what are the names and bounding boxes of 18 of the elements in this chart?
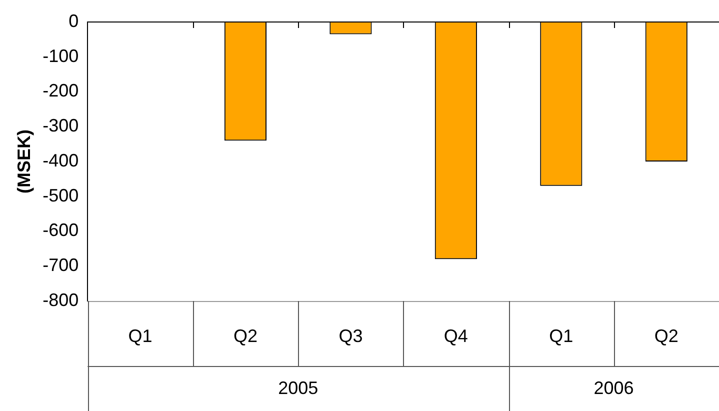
y-tick-label: -300 [42,116,79,136]
x-tick-label: Q2 [233,326,258,346]
text: 2005 [278,378,318,398]
y-tick-label: -800 [42,290,79,310]
y-axis-title: (MSEK) [14,130,34,194]
x-tick-label: Q1 [128,326,152,346]
text: 2006 [594,378,634,398]
y-tick-label: -100 [42,46,79,66]
y-tick-label: -600 [42,220,79,240]
y-tick-label: -700 [42,255,79,276]
y-tick-label: -200 [42,80,79,101]
x-tick-label: Q3 [338,326,363,346]
x-tick-label: Q4 [444,326,468,346]
y-tick-label: 0 [68,10,79,31]
x-tick-label: Q2 [654,326,678,346]
x-tick-label: Q1 [549,326,574,346]
y-tick-label: -500 [42,185,79,206]
y-tick-label: -400 [42,150,79,170]
